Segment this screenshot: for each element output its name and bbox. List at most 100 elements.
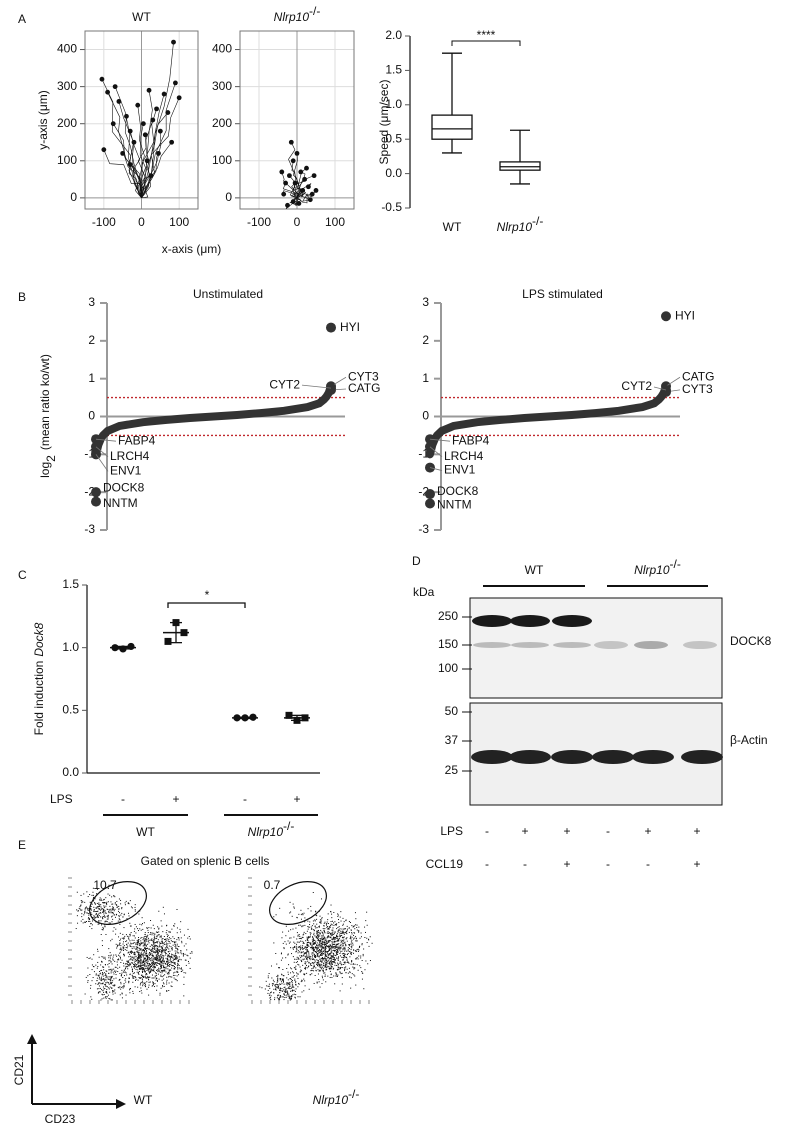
event-dot [136, 969, 137, 970]
event-dot [116, 974, 117, 975]
event-dot [141, 930, 142, 931]
event-dot [126, 972, 127, 973]
event-dot [334, 983, 335, 984]
event-dot [118, 959, 119, 960]
event-dot [113, 994, 114, 995]
event-dot [361, 944, 362, 945]
event-dot [119, 912, 120, 913]
event-dot [171, 965, 172, 966]
event-dot [102, 918, 103, 919]
event-dot [317, 965, 318, 966]
event-dot [181, 937, 182, 938]
event-dot [92, 969, 93, 970]
event-dot [108, 901, 109, 902]
event-dot [340, 961, 341, 962]
event-dot [276, 984, 277, 985]
track-end [293, 181, 298, 186]
event-dot [141, 948, 142, 949]
mw-marker: 25 [445, 763, 459, 777]
chart-title: WT [132, 10, 151, 24]
event-dot [181, 969, 182, 970]
event-dot [355, 950, 356, 951]
y-tick-label: 0 [70, 190, 77, 204]
event-dot [145, 934, 146, 935]
event-dot [348, 953, 349, 954]
event-dot [88, 921, 89, 922]
event-dot [112, 912, 113, 913]
event-dot [81, 910, 82, 911]
event-dot [133, 964, 134, 965]
event-dot [172, 986, 173, 987]
event-dot [158, 961, 159, 962]
event-dot [327, 936, 328, 937]
event-dot [296, 962, 297, 963]
event-dot [296, 949, 297, 950]
event-dot [320, 967, 321, 968]
event-dot [83, 914, 84, 915]
event-dot [304, 932, 305, 933]
event-dot [133, 940, 134, 941]
event-dot [99, 906, 100, 907]
event-dot [100, 964, 101, 965]
event-dot [330, 925, 331, 926]
event-dot [345, 932, 346, 933]
event-dot [311, 965, 312, 966]
event-dot [98, 904, 99, 905]
event-dot [160, 993, 161, 994]
label-part: 2 [44, 455, 58, 462]
event-dot [310, 974, 311, 975]
event-dot [338, 919, 339, 920]
event-dot [318, 960, 319, 961]
event-dot [93, 895, 94, 896]
event-dot [140, 966, 141, 967]
event-dot [174, 975, 175, 976]
event-dot [325, 940, 326, 941]
event-dot [303, 934, 304, 935]
event-dot [294, 943, 295, 944]
event-dot [289, 943, 290, 944]
event-dot [98, 906, 99, 907]
event-dot [340, 933, 341, 934]
event-dot [130, 946, 131, 947]
event-dot [88, 896, 89, 897]
event-dot [296, 938, 297, 939]
event-dot [91, 895, 92, 896]
y-tick-label: 400 [212, 42, 232, 56]
event-dot [321, 920, 322, 921]
event-dot [338, 930, 339, 931]
event-dot [175, 958, 176, 959]
event-dot [157, 954, 158, 955]
event-dot [129, 989, 130, 990]
event-dot [336, 947, 337, 948]
event-dot [330, 953, 331, 954]
event-dot [180, 950, 181, 951]
event-dot [331, 905, 332, 906]
event-dot [319, 922, 320, 923]
track-end [124, 114, 129, 119]
event-dot [122, 977, 123, 978]
event-dot [99, 991, 100, 992]
event-dot [309, 957, 310, 958]
event-dot [90, 912, 91, 913]
event-dot [342, 973, 343, 974]
event-dot [96, 917, 97, 918]
data-point [249, 714, 256, 721]
event-dot [138, 914, 139, 915]
event-dot [105, 906, 106, 907]
treatment-sign: + [644, 824, 651, 838]
event-dot [87, 908, 88, 909]
event-dot [177, 971, 178, 972]
event-dot [108, 973, 109, 974]
event-dot [333, 969, 334, 970]
event-dot [341, 935, 342, 936]
event-dot [132, 940, 133, 941]
event-dot [345, 949, 346, 950]
event-dot [173, 955, 174, 956]
event-dot [146, 956, 147, 957]
event-dot [288, 983, 289, 984]
track-end [135, 103, 140, 108]
event-dot [124, 970, 125, 971]
event-dot [84, 902, 85, 903]
event-dot [327, 957, 328, 958]
event-dot [108, 995, 109, 996]
